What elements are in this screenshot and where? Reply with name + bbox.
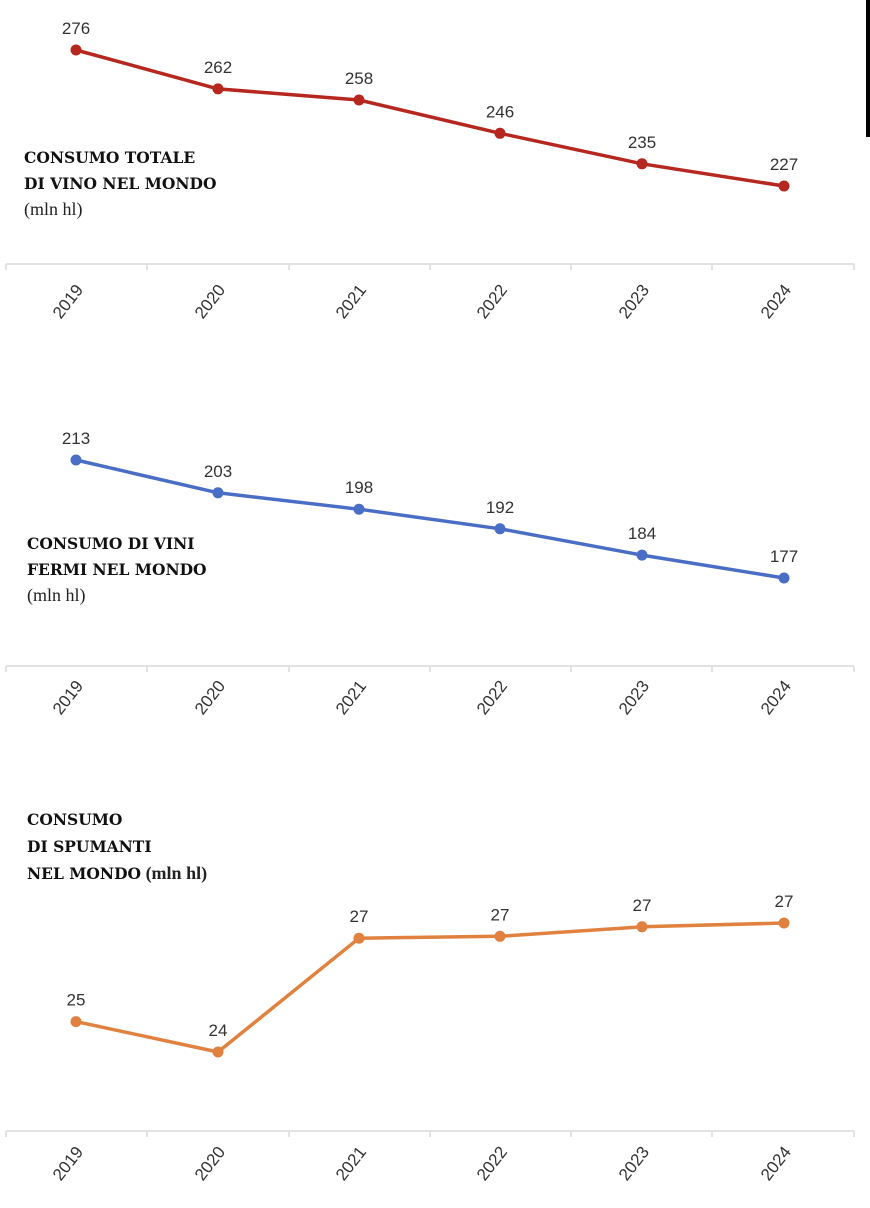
data-label: 177: [770, 547, 798, 566]
data-label: 258: [345, 69, 373, 88]
data-label: 25: [67, 991, 86, 1010]
chart-unit: (mln hl): [24, 199, 83, 220]
chart-unit: (mln hl): [27, 585, 86, 606]
x-tick-label: 2019: [49, 677, 87, 719]
data-point: [636, 549, 648, 561]
x-tick-label: 2022: [473, 281, 511, 323]
chart-unit: (mln hl): [141, 863, 207, 884]
x-tick-label: 2024: [757, 1143, 795, 1185]
x-tick-label: 2020: [191, 281, 229, 323]
data-label: 27: [633, 896, 652, 915]
data-label: 235: [628, 133, 656, 152]
x-tick-label: 2021: [332, 281, 370, 323]
chart-title-line: FERMI NEL MONDO: [27, 560, 207, 579]
x-tick-label: 2019: [49, 281, 87, 323]
data-label: 203: [204, 462, 232, 481]
data-label: 213: [62, 429, 90, 448]
data-point: [636, 158, 648, 170]
data-label: 27: [775, 892, 794, 911]
data-label: 262: [204, 58, 232, 77]
data-label: 246: [486, 102, 514, 121]
chart-title-line: CONSUMO: [27, 810, 122, 829]
data-label: 24: [209, 1021, 228, 1040]
x-tick-label: 2024: [757, 677, 795, 719]
data-point: [70, 454, 82, 466]
data-point: [494, 523, 506, 535]
x-tick-label: 2022: [473, 677, 511, 719]
data-label: 192: [486, 498, 514, 517]
x-tick-label: 2021: [332, 1143, 370, 1185]
data-label: 198: [345, 478, 373, 497]
data-point: [778, 917, 790, 929]
data-point: [70, 1016, 82, 1028]
chart-title-line: CONSUMO DI VINI: [27, 534, 195, 553]
data-point: [778, 572, 790, 584]
chart-title-line: DI SPUMANTI: [27, 837, 152, 856]
x-tick-label: 2024: [757, 281, 795, 323]
data-point: [494, 127, 506, 139]
data-point: [353, 503, 365, 515]
x-tick-label: 2019: [49, 1143, 87, 1185]
x-tick-label: 2020: [191, 677, 229, 719]
chart-title-line: CONSUMO TOTALE: [24, 148, 195, 167]
data-label: 276: [62, 19, 90, 38]
data-label: 27: [491, 905, 510, 924]
chart-panel-1: 2019 2020 2021 2022 2023 2024 CONSUMO TOTALE DI…: [5, 19, 855, 323]
data-label: 27: [350, 907, 369, 926]
x-tick-label: 2023: [615, 1143, 653, 1185]
data-point: [778, 180, 790, 192]
series-line: [74, 48, 786, 188]
data-point: [70, 44, 82, 56]
data-point: [353, 94, 365, 106]
data-point: [636, 921, 648, 933]
x-tick-label: 2021: [332, 677, 370, 719]
data-point: [494, 930, 506, 942]
x-tick-label: 2023: [615, 677, 653, 719]
chart-panel-2: 2019 2020 2021 2022 2023 2024 CONSUMO DI VINI F…: [5, 429, 855, 719]
chart-title-line: NEL MONDO (mln hl): [27, 863, 207, 884]
data-point: [212, 1046, 224, 1058]
x-tick-label: 2022: [473, 1143, 511, 1185]
data-label: 184: [628, 524, 656, 543]
series-line: [74, 458, 786, 580]
x-tick-label: 2020: [191, 1143, 229, 1185]
chart-title-line: DI VINO NEL MONDO: [24, 174, 216, 193]
data-point: [212, 487, 224, 499]
chart-panel-3: 2019 2020 2021 2022 2023 2024 CONSUMO DI SPUMAN…: [5, 810, 855, 1185]
series-line: [74, 921, 786, 1054]
x-tick-label: 2023: [615, 281, 653, 323]
data-point: [353, 932, 365, 944]
scroll-indicator-bar: [866, 0, 870, 137]
data-point: [212, 83, 224, 95]
data-label: 227: [770, 155, 798, 174]
